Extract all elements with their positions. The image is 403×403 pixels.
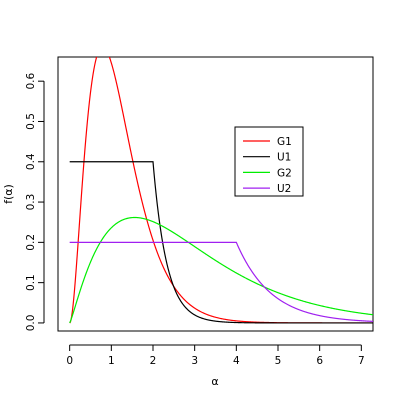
- x-axis: 0 1 2 3 4 5 6 7: [66, 344, 365, 367]
- y-axis-title: f(α): [2, 184, 15, 204]
- x-tick-label: 7: [358, 355, 365, 367]
- x-tick-label: 2: [150, 355, 157, 367]
- y-tick-label: 0.4: [25, 153, 37, 170]
- x-tick-label: 6: [316, 355, 323, 367]
- y-tick-label: 0.6: [25, 73, 37, 90]
- series-line-g2: [69, 216, 373, 324]
- x-tick-label: 4: [233, 355, 240, 367]
- series-layer: [69, 57, 373, 324]
- legend-label-u2: U2: [277, 183, 291, 195]
- legend-label-u1: U1: [277, 152, 291, 164]
- plot-frame: [57, 56, 374, 332]
- legend: G1 U1 G2 U2: [234, 126, 304, 197]
- x-tick-label: 1: [108, 355, 115, 367]
- x-tick-label: 0: [66, 355, 73, 367]
- y-axis: 0.0 0.1 0.2 0.3 0.4 0.5 0.6: [25, 73, 45, 332]
- legend-label-g1: G1: [277, 136, 292, 148]
- x-tick-label: 3: [191, 355, 198, 367]
- y-tick-label: 0.3: [25, 194, 37, 211]
- y-tick-label: 0.1: [25, 274, 37, 291]
- x-tick-label: 5: [275, 355, 282, 367]
- series-line-g1: [69, 57, 373, 324]
- legend-label-g2: G2: [277, 167, 292, 179]
- legend-box: [234, 126, 304, 197]
- x-axis-title: α: [211, 375, 218, 388]
- y-tick-label: 0.0: [25, 315, 37, 332]
- series-line-u2: [69, 241, 373, 322]
- y-tick-label: 0.5: [25, 113, 37, 130]
- series-line-u1: [69, 161, 373, 324]
- y-tick-label: 0.2: [25, 234, 37, 251]
